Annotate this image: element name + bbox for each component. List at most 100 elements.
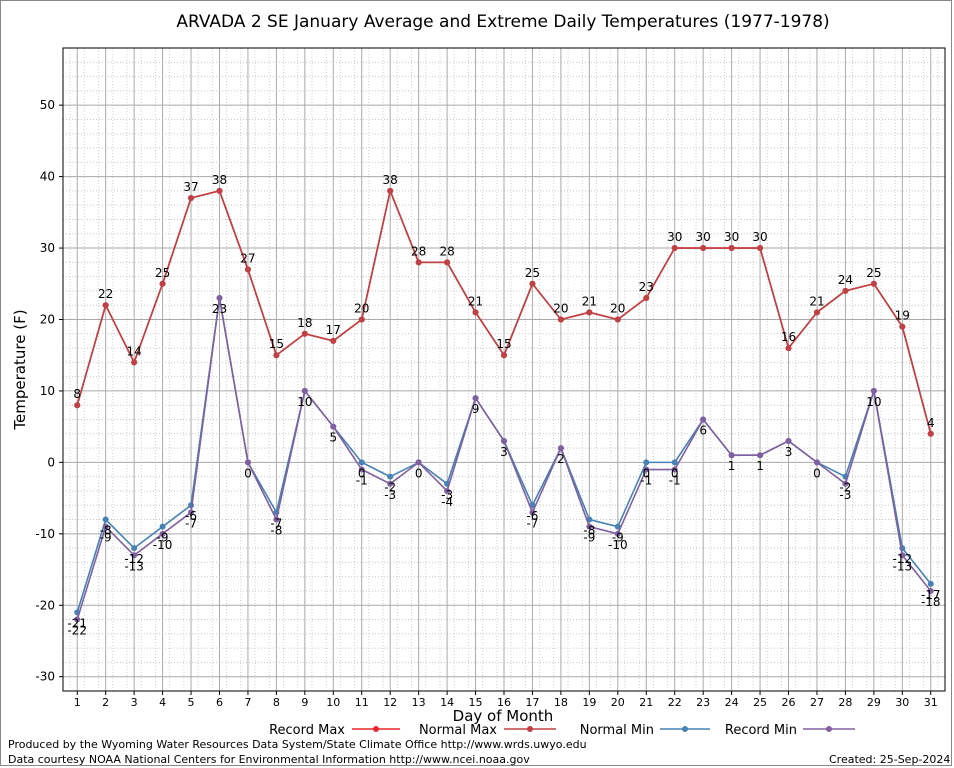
data-point [74,616,81,623]
data-label-record-min: 6 [699,424,707,438]
data-label-record-min: -1 [640,474,652,488]
data-point [159,530,166,537]
series-layer [74,187,934,623]
x-tick-label: 11 [355,696,369,709]
data-label-normal-min: -9 [157,531,169,545]
x-tick-label: 3 [131,696,138,709]
data-point [216,187,223,194]
x-tick-label: 27 [810,696,824,709]
data-point [472,309,479,316]
data-point [358,316,365,323]
data-label-normal-min: -8 [583,524,595,538]
data-label-record-min: 5 [329,431,337,445]
data-point [671,466,678,473]
data-label-normal-max: 20 [610,301,625,315]
x-tick-label: 15 [469,696,483,709]
data-label-record-min: -3 [839,488,851,502]
data-label-normal-max: 28 [411,244,426,258]
data-label-normal-max: 37 [183,180,198,194]
data-point [643,295,650,302]
data-label-record-min: 0 [244,466,252,480]
legend-swatch-marker [527,726,533,732]
data-point [557,445,564,452]
x-tick-label: 22 [668,696,682,709]
x-tick-label: 14 [440,696,454,709]
data-label-record-min: 3 [785,445,793,459]
data-point [188,195,195,202]
y-axis-ticks: -30 -20 -10 0 10 20 30 40 50 [35,98,63,684]
data-label-normal-max: 14 [126,344,141,358]
data-point [358,466,365,473]
data-label-normal-max: 22 [98,287,113,301]
data-label-record-min: -9 [583,531,595,545]
series-record-min [74,295,934,623]
legend: Record Max Normal Max Normal Min Record Min [269,723,855,738]
data-label-record-min: 1 [756,459,764,473]
y-tick-label: 0 [47,455,55,469]
data-label-normal-min: -2 [839,481,851,495]
data-label-normal-min: -17 [921,588,941,602]
data-point [529,509,536,516]
y-tick-label: 30 [40,241,55,255]
data-point [188,509,195,516]
x-axis-ticks: 1 2 3 4 5 6 7 8 9 10 11 12 13 14 15 16 17 18 19 20 21 22 23 24 2… [74,691,938,709]
data-label-normal-max: 25 [866,266,881,280]
data-point [899,323,906,330]
data-label-record-min: -8 [270,524,282,538]
grid-major [63,48,945,691]
data-point [757,245,764,252]
data-label-normal-max: 25 [155,266,170,280]
data-label-normal-min: -9 [612,531,624,545]
legend-item: Record Min [725,723,855,738]
data-label-normal-max: 30 [724,230,739,244]
data-label-normal-max: 21 [582,294,597,308]
data-label-normal-max: 38 [383,173,398,187]
series-normal-max [74,187,934,437]
x-tick-label: 18 [554,696,568,709]
data-point [244,266,251,273]
data-label-normal-max: 16 [781,330,796,344]
data-point [273,516,280,523]
legend-item: Normal Min [580,723,710,738]
y-tick-label: -10 [35,527,55,541]
data-point [415,459,422,466]
data-point [700,245,707,252]
data-label-normal-min: 0 [671,466,679,480]
data-label-normal-max: 30 [667,230,682,244]
legend-swatch-marker [826,726,832,732]
x-tick-label: 12 [383,696,397,709]
data-label-normal-max: 18 [297,316,312,330]
data-label-normal-max: 20 [553,301,568,315]
x-tick-label: 24 [725,696,739,709]
data-label-normal-max: 21 [468,294,483,308]
data-label-normal-min: -3 [441,488,453,502]
data-point [216,295,223,302]
x-tick-label: 1 [74,696,81,709]
data-label-normal-max: 19 [895,309,910,323]
data-point [757,452,764,459]
data-label-record-min: 10 [297,395,312,409]
data-label-normal-max: 15 [269,337,284,351]
data-label-normal-min: -6 [526,509,538,523]
data-label-normal-max: 38 [212,173,227,187]
x-tick-label: 31 [924,696,938,709]
data-point [899,552,906,559]
legend-label: Record Max [269,723,345,738]
data-point [387,187,394,194]
x-tick-label: 19 [582,696,596,709]
data-point [415,259,422,266]
credit-produced-by: Produced by the Wyoming Water Resources … [8,738,587,751]
data-point [586,309,593,316]
data-point [244,459,251,466]
data-label-record-min: -7 [526,516,538,530]
data-point [927,580,934,587]
data-point [671,245,678,252]
data-point [131,545,138,552]
data-label-record-min: 10 [866,395,881,409]
data-point [728,245,735,252]
data-label-normal-max: 21 [809,294,824,308]
data-point [472,395,479,402]
x-tick-label: 30 [895,696,909,709]
legend-swatch-marker [373,726,379,732]
data-point [614,523,621,530]
